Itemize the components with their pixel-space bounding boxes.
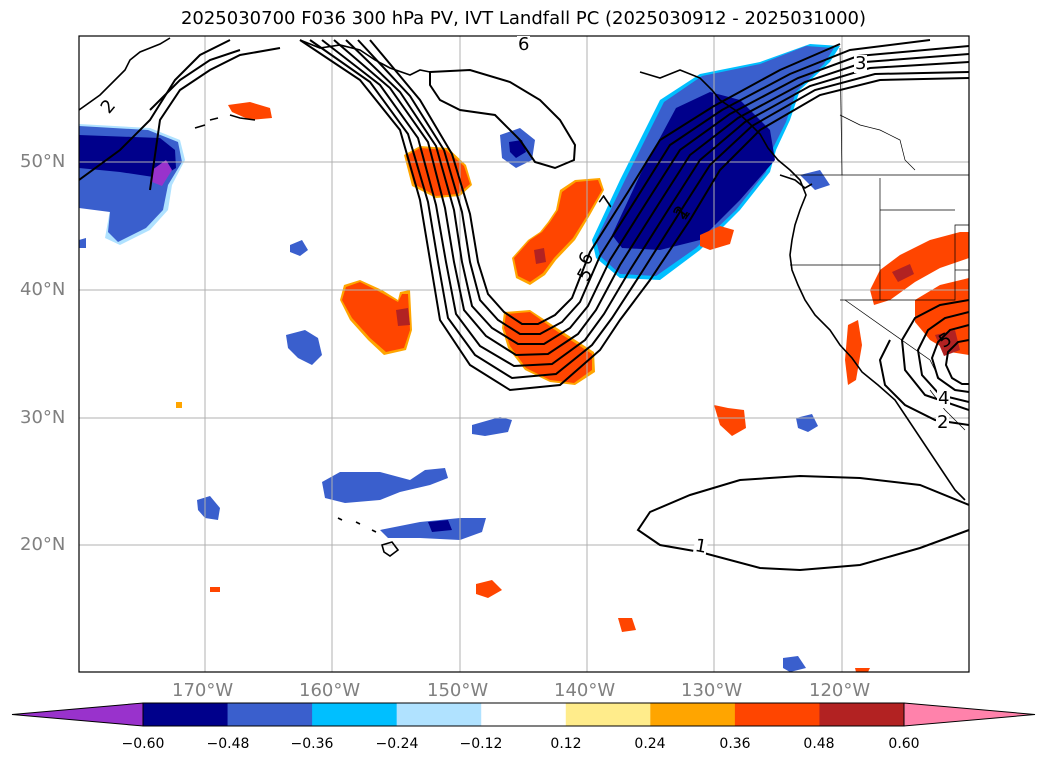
contour-line	[149, 47, 281, 191]
colorbar-segment	[481, 703, 567, 726]
lat-label-50n: 50°N	[20, 151, 66, 172]
colorbar-tick: 0.36	[719, 736, 751, 752]
colorbar-segment	[650, 703, 736, 726]
lon-label-120w: 120°W	[809, 680, 871, 701]
lon-label-150w: 150°W	[427, 680, 489, 701]
colorbar-tick: −0.60	[121, 736, 165, 752]
contour-line	[357, 39, 931, 335]
contour-line	[944, 339, 969, 385]
contour-line	[636, 474, 969, 572]
lat-label-30n: 30°N	[20, 407, 66, 428]
contour-line	[345, 39, 969, 345]
colorbar-segment	[312, 703, 398, 726]
contour-label: 2	[936, 412, 950, 433]
colorbar-frame	[142, 702, 905, 727]
lon-label-130w: 130°W	[681, 680, 743, 701]
contour-line	[900, 299, 969, 411]
lon-label-160w: 160°W	[299, 680, 361, 701]
colorbar-tick: 0.48	[803, 736, 835, 752]
colorbar-segment	[565, 703, 651, 726]
colorbar-segment	[396, 703, 482, 726]
contour-line	[429, 68, 577, 170]
colorbar-tick: −0.48	[206, 736, 250, 752]
colorbar-tick: 0.12	[550, 736, 582, 752]
colorbar-segment	[227, 703, 313, 726]
colorbar-extend-low	[11, 702, 144, 727]
colorbar-segment	[143, 703, 229, 726]
contour-label: 4	[937, 388, 951, 409]
colorbar-extend-high	[903, 702, 1036, 727]
lon-label-170w: 170°W	[172, 680, 234, 701]
colorbar-tick: 0.24	[634, 736, 666, 752]
map-gridlines	[79, 36, 969, 672]
colorbar-tick: −0.36	[290, 736, 334, 752]
contour-line	[299, 39, 969, 392]
contour-line	[369, 39, 841, 325]
colorbar-tick: 0.60	[888, 736, 920, 752]
colorbar-segment	[734, 703, 820, 726]
lat-label-20n: 20°N	[20, 534, 66, 555]
alaska-coast	[79, 37, 171, 111]
map-title: 2025030700 F036 300 hPa PV, IVT Landfall…	[180, 8, 867, 29]
contour-line	[930, 324, 969, 393]
contour-line	[309, 39, 969, 380]
contour-line	[79, 39, 231, 181]
contour-line	[333, 39, 969, 357]
colorbar-tick: −0.24	[375, 736, 419, 752]
hawaii-islands	[337, 517, 400, 557]
lat-label-40n: 40°N	[20, 279, 66, 300]
contour-line	[321, 39, 969, 368]
contour-label: 6	[517, 34, 531, 55]
colorbar-tick: −0.12	[459, 736, 503, 752]
lon-label-140w: 140°W	[554, 680, 616, 701]
height-contours	[79, 39, 969, 572]
political-borders	[790, 47, 969, 431]
colorbar-segment	[819, 703, 905, 726]
contour-label: 3	[854, 53, 868, 74]
contour-line	[149, 49, 241, 111]
